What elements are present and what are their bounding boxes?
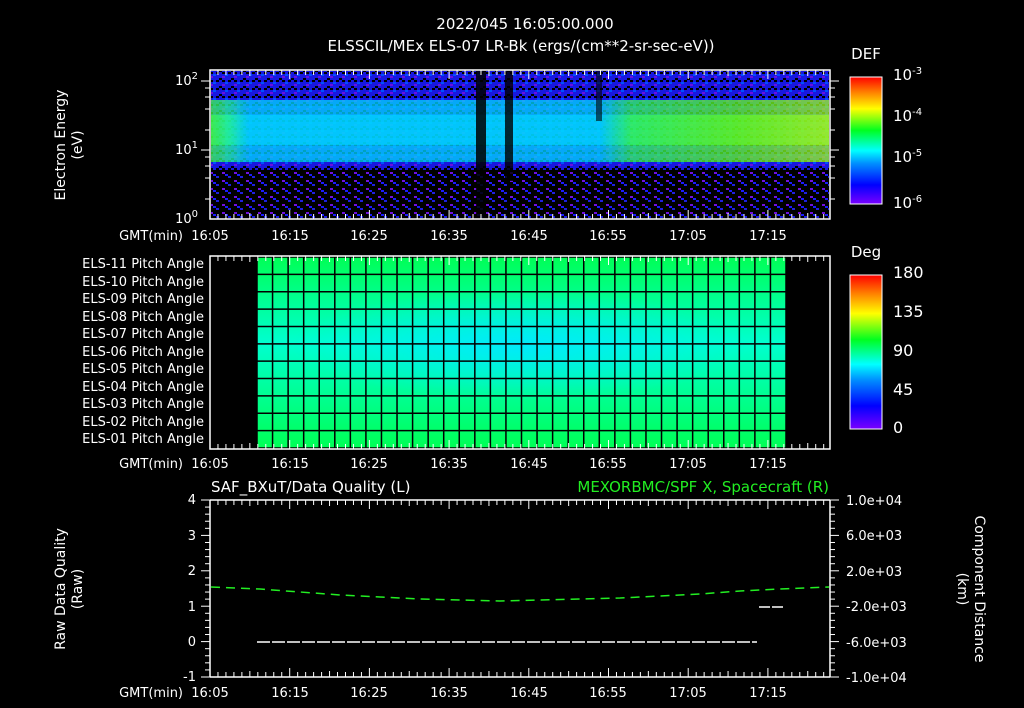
data-quality-y-label: Raw Data Quality (Raw)	[53, 509, 87, 669]
def-tick-1e-4: 10-4	[893, 107, 923, 125]
pitch-angle-row-label: ELS-07 Pitch Angle	[82, 327, 204, 342]
data-quality-title: SAF_BXuT/Data Quality (L)	[211, 478, 411, 496]
distance-y-label-line1: Component Distance	[971, 515, 987, 663]
deg-tick-90: 90	[893, 341, 914, 360]
distance-y-label-line2: (km)	[954, 572, 970, 606]
deg-tick-135: 135	[893, 302, 924, 321]
time-axis-label-1: GMT(min)	[119, 229, 183, 244]
quality-tick-0: 0	[187, 635, 196, 650]
distance-tick-neg6e3: -6.0e+03	[846, 636, 907, 651]
distance-tick-2e3: 2.0e+03	[846, 565, 903, 580]
distance-tick-neg1e4: -1.0e+04	[846, 671, 907, 686]
spectrogram-frame	[209, 69, 831, 220]
energy-y-label-line2: (eV)	[70, 130, 86, 160]
line-plot-time-tick-label: 16:25	[350, 686, 388, 701]
line-plot-time-tick-label: 16:35	[430, 686, 468, 701]
spacecraft-x-line	[210, 586, 830, 602]
pitch-angle-row-label: ELS-03 Pitch Angle	[82, 397, 204, 412]
deg-colorbar	[849, 274, 883, 430]
spectrogram-time-tick-label: 16:35	[430, 229, 468, 244]
pitch-angle-time-tick-label: 17:15	[749, 457, 787, 472]
spectrogram-time-tick-label: 17:05	[669, 229, 707, 244]
def-colorbar	[849, 76, 883, 205]
spectrogram-time-tick-label: 16:45	[510, 229, 548, 244]
energy-tick-100: 102	[175, 71, 198, 89]
plot-title: ELSSCIL/MEx ELS-07 LR-Bk (ergs/(cm**2-sr…	[327, 37, 715, 55]
line-plot-time-tick-label: 16:55	[589, 686, 627, 701]
spectrogram-time-tick-label: 16:15	[271, 229, 309, 244]
energy-tick-1: 100	[175, 209, 198, 227]
time-axis-label-3: GMT(min)	[119, 686, 183, 701]
pitch-angle-time-tick-label: 16:25	[350, 457, 388, 472]
spectrogram-x-ticks	[209, 70, 825, 219]
spectrogram-time-tick-label: 16:25	[350, 229, 388, 244]
quality-tick-2: 2	[187, 564, 196, 579]
energy-y-label-line1: Electron Energy	[53, 89, 69, 201]
line-plot-time-tick-label: 17:15	[749, 686, 787, 701]
line-plot-time-tick-label: 16:05	[191, 686, 229, 701]
pitch-angle-row-label: ELS-01 Pitch Angle	[82, 432, 204, 447]
line-plot-time-tick-label: 16:45	[510, 686, 548, 701]
quality-tick-neg1: -1	[183, 670, 196, 685]
plot-timestamp: 2022/045 16:05:00.000	[436, 15, 614, 33]
pitch-angle-row-label: ELS-04 Pitch Angle	[82, 379, 204, 395]
line-plot-x-ticks	[209, 500, 825, 677]
deg-colorbar-title: Deg	[850, 243, 882, 261]
pitch-angle-row-label: ELS-09 Pitch Angle	[82, 292, 204, 307]
distance-tick-neg2e3: -2.0e+03	[846, 600, 907, 615]
pitch-angle-time-tick-label: 16:35	[430, 457, 468, 472]
pitch-angle-time-tick-label: 17:05	[669, 457, 707, 472]
energy-tick-10: 101	[175, 140, 198, 158]
line-plot-time-tick-label: 16:15	[271, 686, 309, 701]
pitch-angle-row-label: ELS-08 Pitch Angle	[82, 309, 204, 325]
spectrogram-time-tick-label: 17:15	[749, 229, 787, 244]
energy-spectrogram	[211, 71, 829, 218]
pitch-angle-time-tick-label: 16:05	[191, 457, 229, 472]
pitch-angle-row-label: ELS-02 Pitch Angle	[82, 414, 204, 430]
pitch-angle-row-label: ELS-10 Pitch Angle	[82, 274, 204, 290]
line-plot-time-tick-label: 17:05	[669, 686, 707, 701]
quality-tick-4: 4	[187, 493, 196, 508]
spacecraft-x-title: MEXORBMC/SPF X, Spacecraft (R)	[577, 478, 829, 496]
def-tick-1e-3: 10-3	[893, 66, 923, 84]
pitch-angle-frame	[209, 255, 831, 450]
spectrogram-time-tick-label: 16:55	[589, 229, 627, 244]
time-axis-label-2: GMT(min)	[119, 457, 183, 472]
line-plot-y-ticks	[201, 499, 839, 678]
quality-tick-1: 1	[187, 600, 196, 615]
pitch-angle-x-ticks	[209, 256, 825, 449]
quality-tick-3: 3	[187, 529, 196, 544]
pitch-angle-time-tick-label: 16:45	[510, 457, 548, 472]
def-colorbar-title: DEF	[851, 45, 881, 63]
def-tick-1e-6: 10-6	[893, 194, 923, 212]
distance-tick-1e4: 1.0e+04	[846, 494, 903, 509]
data-quality-y-label-line1: Raw Data Quality	[53, 528, 69, 650]
deg-tick-180: 180	[893, 263, 924, 282]
data-quality-y-label-line2: (Raw)	[70, 568, 86, 610]
deg-tick-0: 0	[893, 418, 904, 437]
pitch-angle-row-label: ELS-06 Pitch Angle	[82, 344, 204, 360]
pitch-angle-row-label: ELS-05 Pitch Angle	[82, 362, 204, 377]
pitch-angle-time-tick-label: 16:55	[589, 457, 627, 472]
deg-tick-45: 45	[893, 380, 914, 399]
distance-y-label: Component Distance (km)	[953, 499, 987, 679]
energy-y-label: Electron Energy (eV)	[53, 70, 87, 220]
pitch-angle-row-label: ELS-11 Pitch Angle	[82, 257, 204, 272]
pitch-angle-grid	[256, 256, 787, 449]
spectrogram-time-tick-label: 16:05	[191, 229, 229, 244]
spectrogram-y-ticks	[201, 80, 839, 200]
distance-tick-6e3: 6.0e+03	[846, 529, 903, 544]
def-tick-1e-5: 10-5	[893, 148, 923, 166]
pitch-angle-time-tick-label: 16:15	[271, 457, 309, 472]
